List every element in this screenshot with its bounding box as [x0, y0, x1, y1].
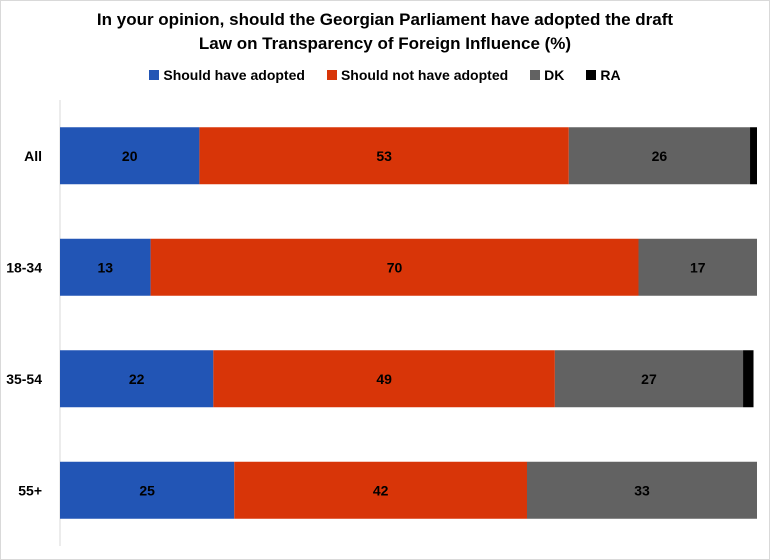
data-label-should-have-adopted-35-54: 22	[129, 371, 145, 387]
legend-label-ra: RA	[600, 67, 621, 83]
legend-item-dk: DK	[530, 67, 564, 83]
data-label-should-have-adopted-all: 20	[122, 148, 138, 164]
category-label-all: All	[24, 148, 42, 164]
category-label-35-54: 35-54	[6, 371, 42, 387]
bar-should-not-have-adopted-18-34	[150, 238, 639, 296]
category-label-55: 55+	[18, 482, 42, 498]
category-label-18-34: 18-34	[6, 259, 42, 275]
chart-title-line-2: Law on Transparency of Foreign Influence…	[198, 34, 572, 53]
bar-dk-55	[526, 461, 757, 519]
legend-swatch-ra	[586, 70, 597, 80]
legend-swatch-dk	[530, 70, 541, 80]
chart-title-line-1: In your opinion, should the Georgian Par…	[96, 10, 674, 29]
data-label-should-not-have-adopted-all: 53	[376, 148, 392, 164]
data-label-dk-all: 26	[652, 148, 668, 164]
chart-legend: Should have adopted Should not have adop…	[0, 67, 770, 83]
legend-item-should-not-have-adopted: Should not have adopted	[326, 67, 509, 83]
bar-dk-35-54	[554, 350, 744, 408]
bar-should-have-adopted-all	[60, 127, 200, 185]
data-label-should-not-have-adopted-18-34: 70	[387, 259, 403, 275]
legend-swatch-should-not-have-adopted	[326, 70, 337, 80]
legend-item-should-have-adopted: Should have adopted	[149, 67, 305, 83]
data-label-should-not-have-adopted-55: 42	[373, 482, 389, 498]
data-label-dk-55: 33	[634, 482, 650, 498]
bar-should-not-have-adopted-35-54	[213, 350, 555, 408]
legend-label-should-have-adopted: Should have adopted	[163, 67, 305, 83]
chart-title: In your opinion, should the Georgian Par…	[0, 8, 770, 56]
bar-should-have-adopted-35-54	[60, 350, 214, 408]
legend-label-should-not-have-adopted: Should not have adopted	[340, 67, 509, 83]
bar-dk-18-34	[638, 238, 757, 296]
bar-should-have-adopted-18-34	[60, 238, 151, 296]
data-label-dk-35-54: 27	[641, 371, 657, 387]
legend-label-dk: DK	[544, 67, 565, 83]
data-label-should-not-have-adopted-35-54: 49	[376, 371, 392, 387]
legend-swatch-should-have-adopted	[149, 70, 160, 80]
data-label-should-have-adopted-55: 25	[139, 482, 155, 498]
bar-should-have-adopted-55	[60, 461, 235, 519]
legend-item-ra: RA	[586, 67, 621, 83]
data-label-should-have-adopted-18-34: 13	[98, 259, 114, 275]
data-label-dk-18-34: 17	[690, 259, 706, 275]
bar-should-not-have-adopted-55	[234, 461, 527, 519]
bar-ra-35-54	[743, 350, 754, 408]
bar-ra-all	[750, 127, 757, 185]
bar-dk-all	[568, 127, 751, 185]
bar-should-not-have-adopted-all	[199, 127, 569, 185]
